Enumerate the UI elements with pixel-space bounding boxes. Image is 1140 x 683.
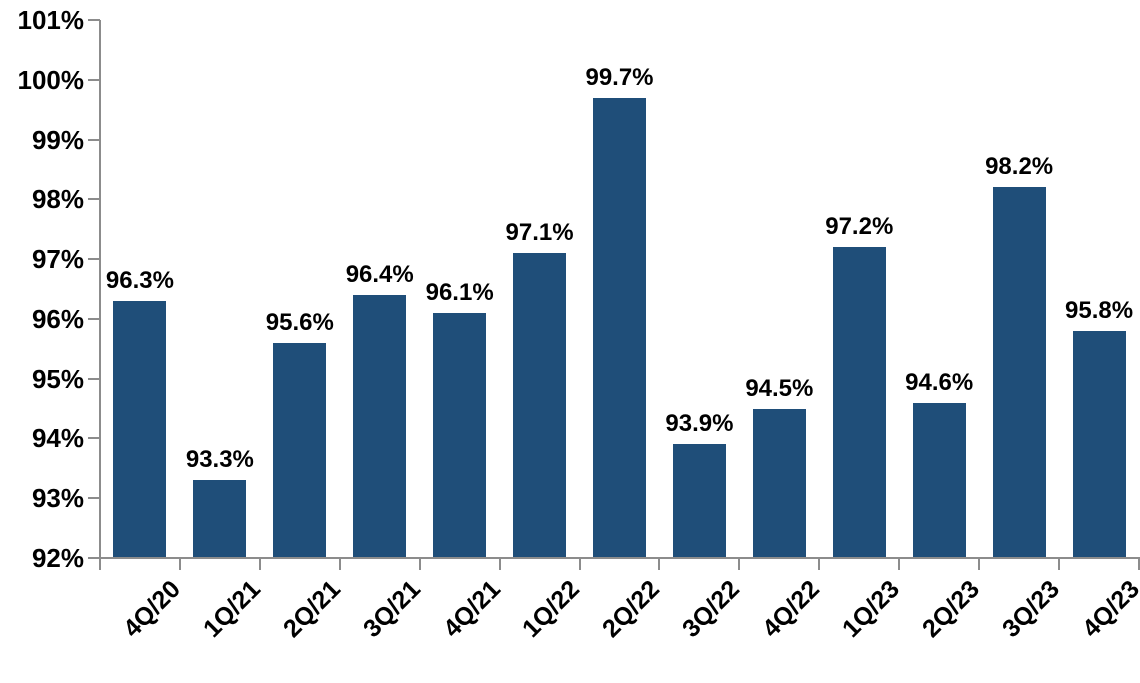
x-axis-tick xyxy=(1138,558,1140,570)
x-axis-category-label: 3Q/22 xyxy=(677,575,746,643)
y-axis-tick xyxy=(88,258,100,261)
bar-value-label: 94.6% xyxy=(905,368,974,396)
x-axis-tick xyxy=(818,558,821,570)
y-axis-tick-label: 97% xyxy=(31,244,84,275)
y-axis-tick xyxy=(88,497,100,500)
y-axis-tick xyxy=(88,557,100,559)
x-axis-category-label: 1Q/22 xyxy=(517,575,586,643)
bar-4Q/20 xyxy=(113,300,167,557)
y-axis-tick-label: 96% xyxy=(31,303,84,334)
y-axis-tick xyxy=(88,19,100,21)
x-axis-tick xyxy=(338,558,341,570)
bar-1Q/21 xyxy=(193,480,247,557)
x-axis-category-label: 1Q/23 xyxy=(837,575,906,643)
x-axis-category-label: 3Q/21 xyxy=(357,575,426,643)
bar-4Q/23 xyxy=(1072,330,1126,557)
y-axis-tick-label: 100% xyxy=(17,64,85,95)
y-axis-tick xyxy=(88,78,100,81)
bar-value-label: 93.3% xyxy=(185,446,254,474)
x-axis-category-label: 3Q/23 xyxy=(996,575,1065,643)
y-axis-tick-label: 101% xyxy=(17,5,85,35)
bar-4Q/22 xyxy=(752,408,806,557)
x-axis-tick xyxy=(498,558,501,570)
x-axis-category-label: 4Q/22 xyxy=(757,575,826,643)
x-axis-tick xyxy=(1058,558,1061,570)
bar-value-label: 96.1% xyxy=(425,278,494,306)
x-axis-tick xyxy=(258,558,261,570)
bar-3Q/22 xyxy=(672,444,726,557)
x-axis-tick xyxy=(658,558,661,570)
x-axis-category-label: 2Q/21 xyxy=(277,575,346,643)
bar-2Q/23 xyxy=(912,402,966,557)
bar-value-label: 93.9% xyxy=(665,410,734,438)
bar-2Q/22 xyxy=(593,97,646,557)
x-axis-category-label: 4Q/20 xyxy=(117,575,186,643)
y-axis-tick-label: 99% xyxy=(31,124,84,155)
bar-value-label: 98.2% xyxy=(985,153,1054,181)
bar-4Q/21 xyxy=(433,312,487,557)
x-axis-line xyxy=(100,557,1140,559)
y-axis-tick-label: 95% xyxy=(31,363,84,394)
x-axis-category-label: 1Q/21 xyxy=(197,575,266,643)
x-axis-tick xyxy=(178,558,181,570)
bar-3Q/21 xyxy=(353,294,407,557)
bar-value-label: 97.2% xyxy=(825,213,894,241)
x-axis-tick xyxy=(418,558,421,570)
x-axis-tick xyxy=(99,558,101,570)
y-axis-tick xyxy=(88,317,100,320)
bar-value-label: 95.8% xyxy=(1065,296,1134,324)
x-axis-tick xyxy=(738,558,741,570)
y-axis-tick-label: 93% xyxy=(31,483,84,514)
bar-value-label: 96.3% xyxy=(105,266,174,294)
x-axis-tick xyxy=(978,558,981,570)
y-axis-tick-label: 94% xyxy=(31,423,84,454)
x-axis-tick xyxy=(578,558,581,570)
y-axis-tick-label: 92% xyxy=(31,543,84,573)
bar-value-label: 96.4% xyxy=(345,260,414,288)
x-axis-category-label: 4Q/23 xyxy=(1076,575,1140,643)
y-axis-tick xyxy=(88,138,100,141)
y-axis-tick xyxy=(88,437,100,440)
bar-2Q/21 xyxy=(273,342,327,557)
bar-value-label: 94.5% xyxy=(745,374,814,402)
x-axis-category-label: 4Q/21 xyxy=(437,575,506,643)
x-axis-category-label: 2Q/23 xyxy=(917,575,986,643)
y-axis-line xyxy=(99,20,101,560)
bar-value-label: 99.7% xyxy=(585,63,654,91)
y-axis-tick xyxy=(88,198,100,201)
x-axis-tick xyxy=(898,558,901,570)
bar-value-label: 95.6% xyxy=(265,308,334,336)
y-axis-tick xyxy=(88,377,100,380)
bar-1Q/23 xyxy=(832,247,886,557)
y-axis-tick-label: 98% xyxy=(31,184,84,215)
bar-value-label: 97.1% xyxy=(505,219,574,247)
bar-3Q/23 xyxy=(992,187,1046,557)
x-axis-category-label: 2Q/22 xyxy=(597,575,666,643)
bar-1Q/22 xyxy=(513,253,567,557)
